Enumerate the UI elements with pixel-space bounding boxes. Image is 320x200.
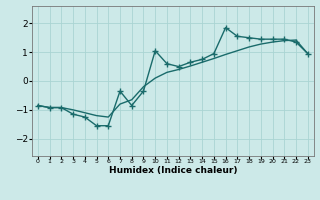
X-axis label: Humidex (Indice chaleur): Humidex (Indice chaleur)	[108, 166, 237, 175]
